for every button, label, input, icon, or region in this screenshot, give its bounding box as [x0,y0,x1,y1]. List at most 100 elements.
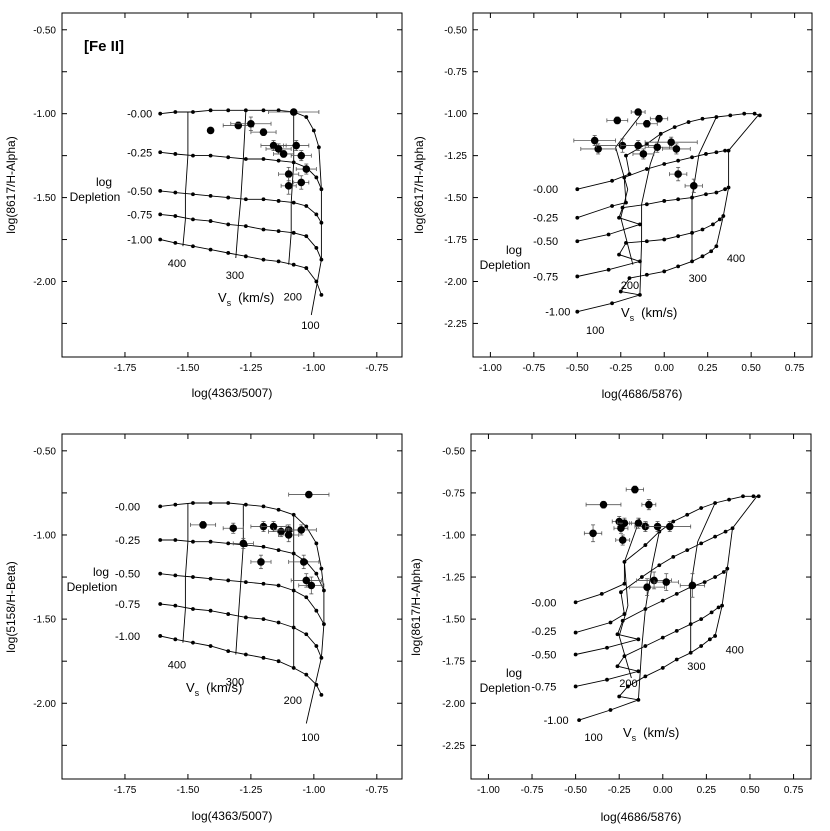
x-tick-label: 0.75 [785,363,805,374]
x-tick-label: -0.75 [365,785,388,796]
model-point [276,229,281,234]
data-point [688,581,697,590]
model-point [717,217,722,222]
model-point [208,539,213,544]
model-point [208,576,213,581]
data-point [634,141,642,150]
model-point [158,571,163,576]
depletion-value-label: -0.25 [127,147,152,159]
model-point [741,494,745,499]
model-point [261,108,266,113]
model-point [158,150,163,155]
velocity-value-label: 300 [689,273,707,285]
model-point [226,222,231,227]
data-point [274,145,283,153]
model-point [577,718,582,722]
model-point [191,539,195,544]
model-point [644,272,649,277]
model-point [723,529,728,534]
model-point [644,141,649,146]
model-point [742,111,747,116]
x-tick-label: -0.75 [522,363,545,374]
depletion-line [160,573,325,625]
x-axis-label: log(4363/5007) [192,809,273,823]
model-point [637,293,642,297]
depletion-label-line1: log [506,243,522,257]
model-point [304,266,309,270]
model-point [243,652,248,657]
model-point [639,575,644,579]
model-point [674,629,679,633]
x-tick-label: -1.00 [302,363,325,374]
model-point [208,153,213,158]
model-point [699,617,704,622]
depletion-value-label: -0.25 [531,626,556,638]
depletion-value-label: -1.00 [545,307,570,319]
model-point [173,240,178,245]
data-point [297,151,306,160]
data-point [199,521,207,529]
model-point [261,655,266,660]
x-tick-label: 0.75 [784,785,804,796]
model-point [158,538,163,542]
velocity-symbol: V [623,725,632,740]
x-tick-label: 0.25 [697,785,717,796]
x-tick-label: -0.75 [521,785,544,796]
model-point [711,222,715,227]
model-point [226,578,231,583]
y-tick-label: -1.25 [444,151,467,162]
velocity-value-label: 300 [226,676,244,688]
y-axis-label: log(5158/H-Beta) [4,561,18,652]
plot-frame [472,12,813,358]
model-point [304,595,309,600]
data-point [289,108,298,116]
velocity-value-label: 400 [168,258,186,270]
data-point [643,583,651,591]
velocity-line [305,568,325,724]
model-point [606,267,611,272]
model-point [709,249,714,254]
model-point [752,111,757,116]
depletion-value-label: -0.00 [127,109,152,121]
model-point [208,194,213,198]
model-point [314,246,319,250]
y-tick-label: -2.25 [444,319,467,330]
model-point [191,501,195,505]
model-point [304,672,309,677]
data-point [655,114,663,123]
data-point [284,170,293,178]
model-point [626,684,630,689]
velocity-value-label: 100 [301,732,319,744]
model-point [158,212,163,217]
model-point [208,108,213,113]
depletion-value-label: -0.50 [531,649,556,661]
y-tick-label: -1.50 [444,193,467,204]
model-point [700,116,705,121]
data-point [307,581,316,590]
model-point [226,541,231,546]
y-tick-label: -1.50 [442,615,465,626]
panel-top-right: log(4686/5876) log(8617/H-Alpha) log Dep… [412,12,813,401]
data-point [653,143,662,152]
model-point [605,645,609,650]
velocity-line [235,110,247,259]
y-tick-label: -1.00 [33,530,56,541]
velocity-axis-label: Vs (km/s) [623,725,679,743]
model-point [208,247,213,252]
data-point [234,121,243,130]
x-tick-label: -1.25 [239,363,262,374]
model-point [291,512,296,517]
velocity-value-label: 200 [621,280,639,292]
depletion-line [160,239,322,296]
model-point [599,591,604,596]
model-point [671,554,676,559]
depletion-line [577,113,760,190]
data-point [302,576,311,585]
model-point [158,111,163,116]
y-axis-label: log(8617/H-Alpha) [409,558,423,655]
data-point [645,500,653,509]
depletion-value-label: -1.00 [544,715,569,727]
depletion-label-line2: Depletion [67,580,118,594]
velocity-line [182,503,189,643]
depletion-value-label: -1.00 [127,235,152,247]
